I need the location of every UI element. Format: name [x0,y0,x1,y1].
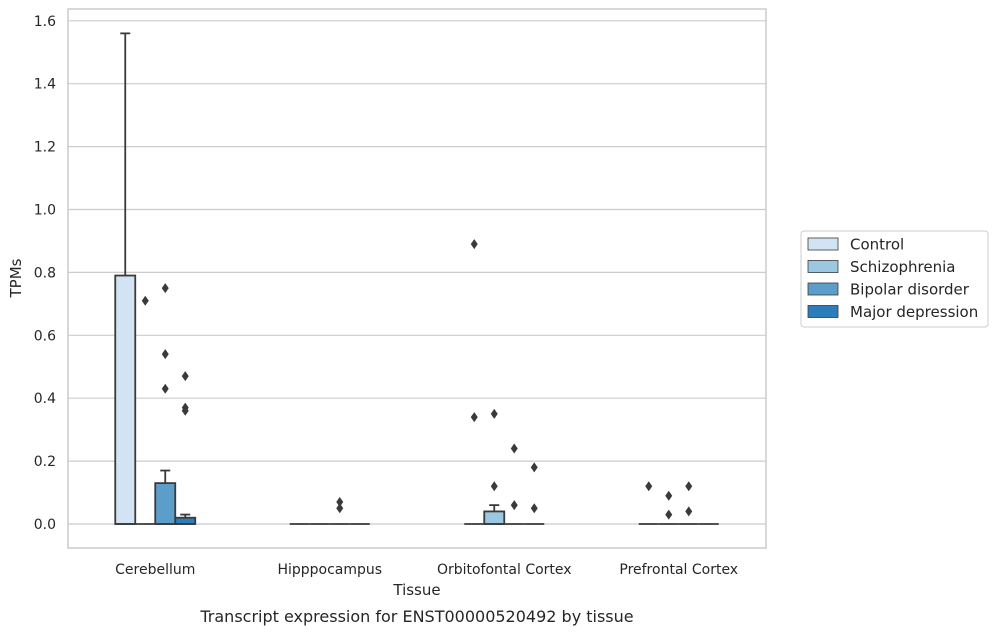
chart-caption: Transcript expression for ENST0000052049… [199,607,633,626]
x-tick-labels: Cerebellum Hipppocampus Orbitofontal Corte… [115,562,738,578]
y-tick-label: 0.2 [34,454,56,470]
outlier-point [685,481,693,492]
x-axis-title: Tissue [392,581,440,599]
box-schizophrenia [135,295,156,525]
outlier-point [161,349,169,360]
legend-label: Major depression [850,303,978,321]
outlier-point [510,500,518,511]
plot-frame [67,8,767,549]
box [483,510,506,525]
y-tick-label: 1.2 [34,140,56,156]
outlier-point [336,503,344,514]
legend-label: Control [850,236,904,254]
outlier-point [141,295,149,306]
box-bipolar-disorder [678,481,699,525]
legend-swatch [807,282,839,296]
legend-swatch [807,305,839,318]
outlier-point [470,412,478,423]
box-schizophrenia [658,490,679,525]
x-tick-label: Hipppocampus [277,562,382,578]
x-tick-label: Orbitofontal Cortex [437,562,572,578]
box-control [464,239,485,525]
legend-label: Bipolar disorder [850,281,970,299]
outlier-point [530,503,538,514]
legend-swatch [807,237,839,251]
outlier-point [665,490,673,501]
box-bipolar-disorder [329,496,350,525]
y-tick-label: 1.6 [34,14,56,30]
outlier-point [685,506,693,517]
outlier-point [510,443,518,454]
outlier-point [336,496,344,507]
box [174,516,197,525]
box-control [638,481,659,525]
legend: Control Schizophrenia Bipolar disorder Majo… [800,230,989,328]
x-tick-label: Cerebellum [115,562,195,578]
box-schizophrenia [483,408,506,525]
box [154,482,177,525]
outlier-point [530,462,538,473]
outlier-point [490,481,498,492]
x-tick-label: Prefrontal Cortex [619,562,738,578]
outlier-point [470,239,478,250]
y-tick-label: 0.6 [34,328,56,344]
outlier-point [490,408,498,419]
outlier-point [645,481,653,492]
y-tick-labels: 0.0 0.2 0.4 0.6 0.8 1.0 1.2 1.4 1.6 [34,14,56,533]
y-gridlines [68,20,766,525]
y-tick-label: 0.4 [34,391,56,407]
box-bipolar-disorder [154,283,177,525]
outlier-point [161,383,169,394]
outlier-point [161,283,169,294]
y-tick-label: 1.4 [34,77,56,93]
legend-label: Schizophrenia [850,258,955,276]
outlier-point [181,371,189,382]
outlier-point [181,405,189,416]
box-bipolar-disorder [504,443,525,525]
box-control [114,32,137,525]
box-major-depression [524,462,545,525]
box [114,274,137,525]
legend-frame [800,230,989,328]
y-axis-title: TPMs [7,258,25,298]
y-tick-label: 0.0 [34,517,56,533]
legend-swatch [807,260,839,273]
y-tick-label: 0.8 [34,265,56,281]
outlier-point [665,509,673,520]
box-groups [114,32,719,525]
y-tick-label: 1.0 [34,203,56,219]
box-major-depression [174,371,197,525]
